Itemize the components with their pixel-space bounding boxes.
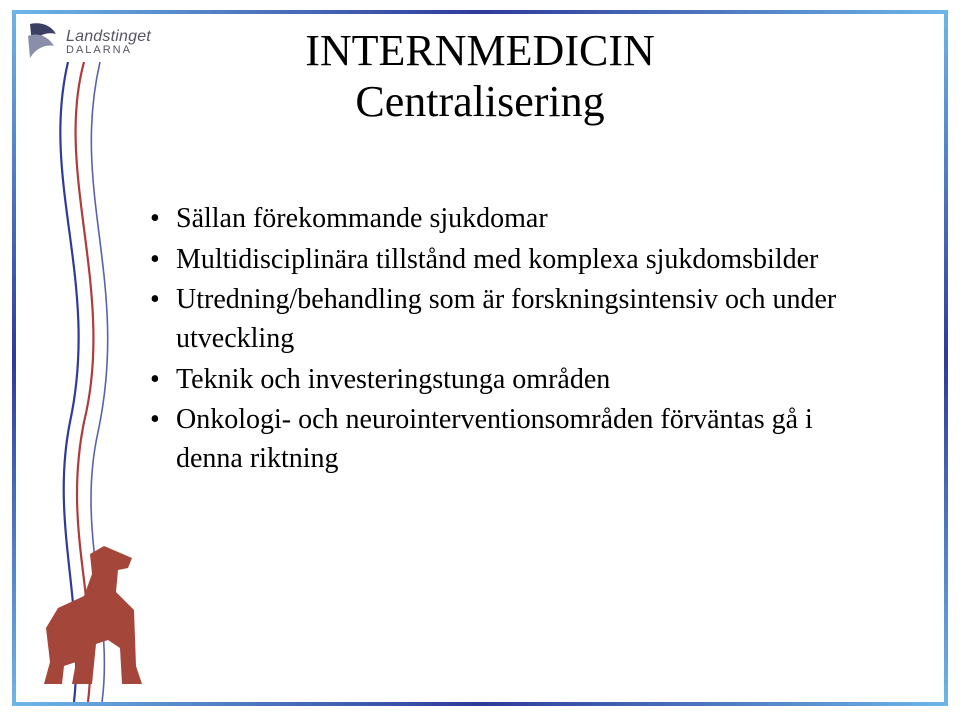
title-line-1: INTERNMEDICIN [0, 26, 960, 77]
dala-horse-icon [36, 540, 156, 690]
bullet-item: Teknik och investeringstunga områden [150, 361, 880, 400]
wave-decoration-icon [30, 62, 150, 702]
bullet-item: Onkologi- och neurointerventionsområden … [150, 401, 880, 478]
frame-border-top [12, 10, 948, 14]
title-block: INTERNMEDICIN Centralisering [0, 26, 960, 127]
frame-border-bottom [12, 702, 948, 706]
bullet-list: Sällan förekommande sjukdomarMultidiscip… [150, 200, 880, 480]
bullet-item: Sällan förekommande sjukdomar [150, 200, 880, 239]
bullet-item: Utredning/behandling som är forskningsin… [150, 281, 880, 358]
title-line-2: Centralisering [0, 77, 960, 128]
slide: Landstinget DALARNA INTERNMEDICIN Centra… [0, 0, 960, 716]
bullet-item: Multidisciplinära tillstånd med komplexa… [150, 241, 880, 280]
